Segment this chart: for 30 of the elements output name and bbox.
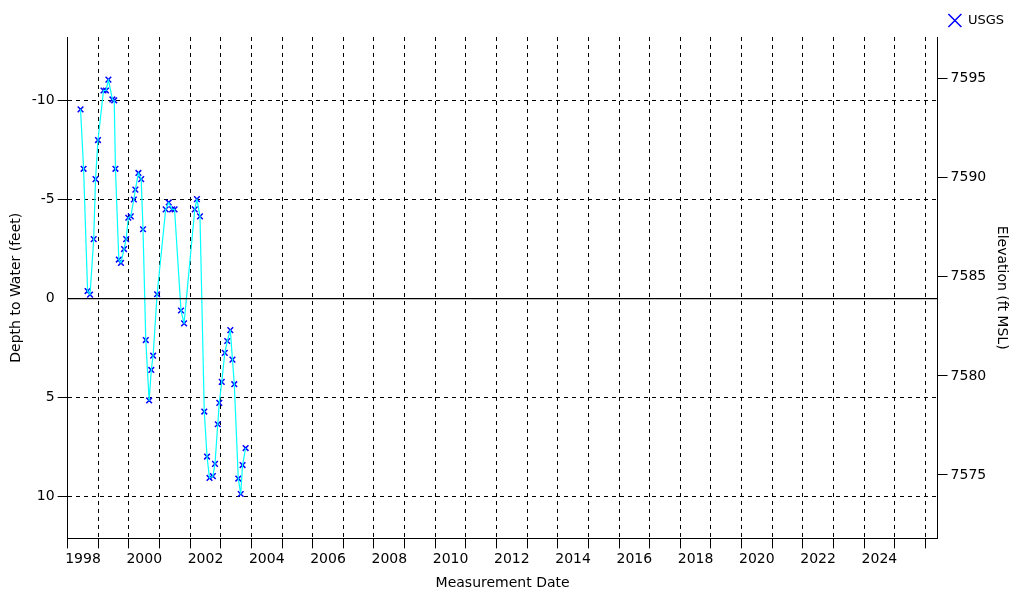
x-tick-label: 2000 [126,550,163,567]
x-axis-title: Measurement Date [435,574,570,591]
y2-tick-label: 7585 [950,267,987,284]
point [214,420,222,428]
legend-label: USGS [967,11,1004,27]
x-tick-label: 2022 [800,550,836,567]
x-tick-label: 2010 [432,550,469,567]
x-tick-label: 2024 [861,550,898,567]
y2-axis-title: Elevation (ft MSL) [994,225,1011,350]
x-tick-label: 2004 [248,550,285,567]
point [104,76,112,84]
x-tick-label: 2008 [371,550,408,567]
y2-tick-label: 7590 [950,168,987,185]
x-tick-label: 2016 [616,550,653,567]
x-tick-label: 2020 [739,550,775,567]
y-tick-label: 10 [36,487,55,504]
x-tick-label: 2006 [310,550,346,567]
y-tick-label: -10 [31,91,55,108]
y-axis-title: Depth to Water (feet) [7,212,24,363]
x-tick-label: 2012 [493,550,530,567]
y2-tick-label: 7580 [950,366,987,383]
x-tick-label: 2018 [677,550,714,567]
x-tick-label: 2002 [187,550,224,567]
y-tick-label: -5 [40,190,55,207]
y2-tick-label: 7595 [950,69,987,86]
y-tick-label: 5 [45,388,55,405]
x-tick-label: 2014 [555,550,591,567]
y2-tick-label: 7575 [950,465,987,482]
y-tick-label: 0 [45,289,55,306]
x-tick-label: 1998 [65,550,101,567]
